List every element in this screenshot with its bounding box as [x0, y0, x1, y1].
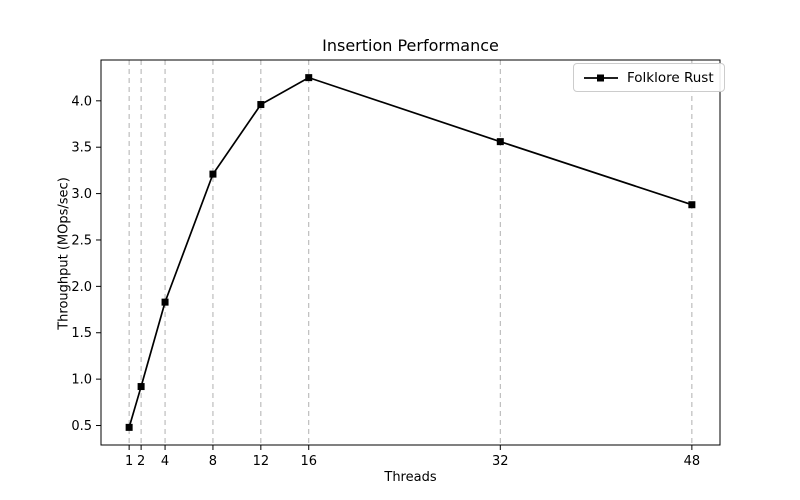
data-point-marker [688, 201, 696, 209]
series-line [128, 76, 693, 428]
data-point-marker [161, 298, 169, 306]
x-tick-label: 32 [492, 454, 509, 469]
x-tick-label: 2 [137, 454, 145, 469]
y-tick-label: 1.5 [71, 326, 92, 341]
chart-title: Insertion Performance [322, 36, 499, 55]
x-tick-label: 8 [209, 454, 217, 469]
x-tick-label: 1 [125, 454, 133, 469]
y-tick-label: 3.0 [71, 187, 92, 202]
x-tick-label: 4 [161, 454, 169, 469]
x-axis-label: Threads [384, 470, 437, 485]
legend: Folklore Rust [573, 63, 725, 92]
y-tick-label: 1.0 [71, 373, 92, 388]
data-point-marker [209, 170, 217, 178]
data-point-marker [496, 138, 504, 146]
data-point-marker [257, 101, 265, 109]
data-point-marker [125, 423, 133, 431]
legend-line-marker-sample [584, 74, 618, 81]
y-tick-label: 3.5 [71, 141, 92, 156]
data-point-marker [305, 74, 313, 82]
x-tick-label: 16 [300, 454, 317, 469]
y-tick-label: 2.5 [71, 233, 92, 248]
y-tick-label: 0.5 [71, 419, 92, 434]
legend-label: Folklore Rust [627, 69, 714, 86]
y-tick-label: 2.0 [71, 280, 92, 295]
x-tick-label: 12 [253, 454, 270, 469]
y-tick-label: 4.0 [71, 94, 92, 109]
x-tick-label: 48 [684, 454, 701, 469]
data-point-marker [137, 383, 145, 391]
y-axis-label: Throughput (MOps/sec) [56, 177, 72, 330]
plot-border [100, 59, 721, 446]
